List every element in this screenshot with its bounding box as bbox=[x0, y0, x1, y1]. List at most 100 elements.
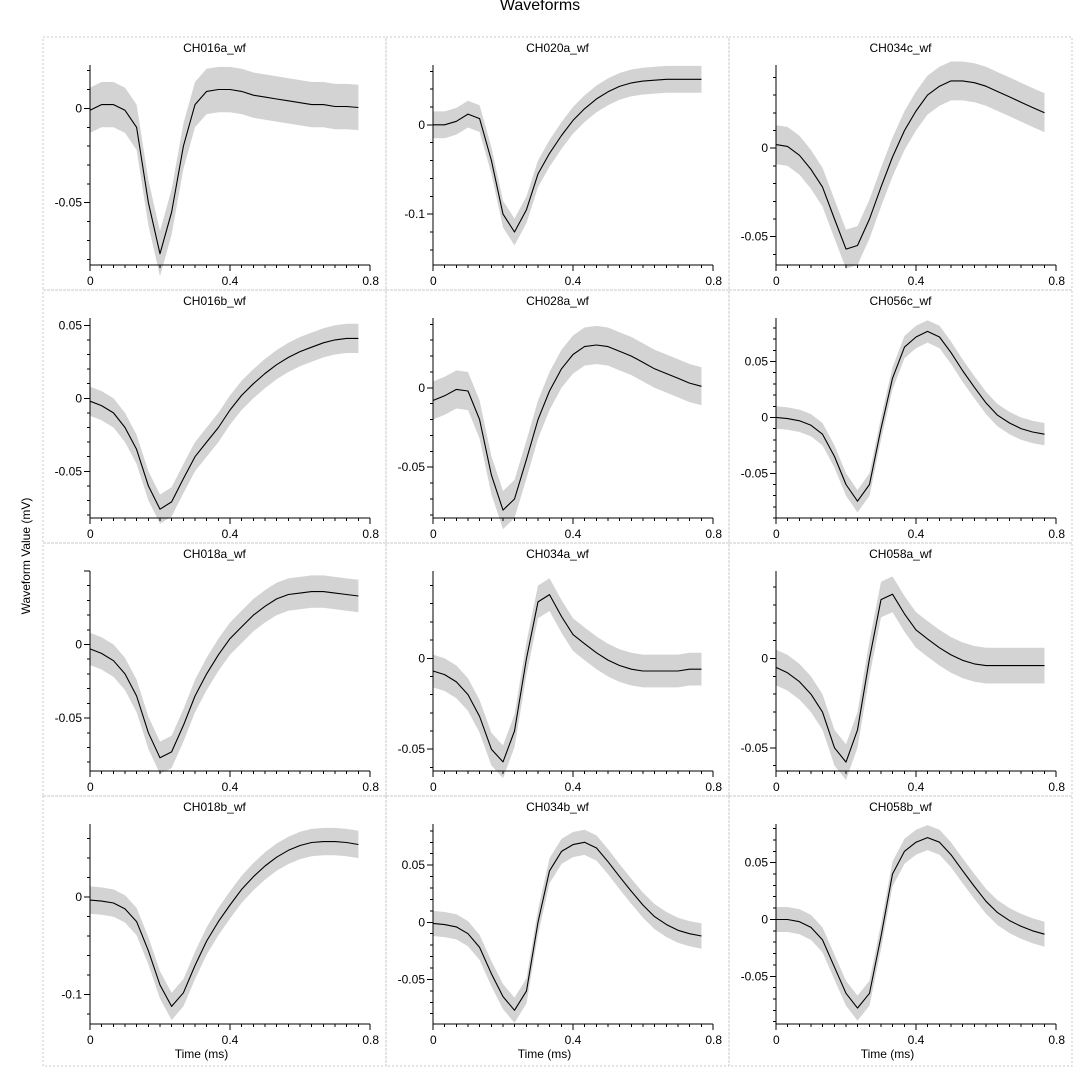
mean-waveform-line bbox=[775, 80, 1045, 250]
std-band bbox=[776, 576, 1045, 780]
y-tick-label: -0.05 bbox=[398, 742, 426, 756]
y-tick-label: -0.05 bbox=[741, 741, 769, 755]
x-tick-label: 0.4 bbox=[908, 780, 925, 794]
y-tick-label: 0 bbox=[75, 638, 82, 652]
panel-frame bbox=[728, 542, 1073, 797]
x-tick-label: 0.4 bbox=[908, 274, 925, 288]
x-tick-label: 0.4 bbox=[908, 1033, 925, 1047]
y-tick-label: 0 bbox=[418, 915, 425, 929]
x-tick-label: 0.8 bbox=[362, 780, 379, 794]
y-tick-label: 0 bbox=[761, 141, 768, 155]
x-tick-label: 0 bbox=[773, 1033, 780, 1047]
waveform-panel: CH058a_wf 0 0.4 0.8 0 -0.05 bbox=[728, 542, 1073, 797]
panel-frame bbox=[728, 289, 1073, 544]
x-tick-label: 0 bbox=[430, 780, 437, 794]
y-tick-label: 0 bbox=[75, 101, 82, 115]
panel-frame bbox=[385, 795, 730, 1067]
x-tick-label: 0.8 bbox=[1048, 780, 1065, 794]
mean-waveform-line bbox=[775, 593, 1045, 763]
x-tick-label: 0.8 bbox=[362, 1033, 379, 1047]
waveform-panel: CH018b_wf 0 0.4 0.8 0 -0.1 Time (ms) bbox=[42, 795, 387, 1067]
y-tick-label: 0.05 bbox=[59, 318, 83, 332]
mean-waveform-line bbox=[433, 78, 702, 233]
std-band bbox=[90, 323, 359, 524]
x-tick-label: 0.4 bbox=[565, 1033, 582, 1047]
waveform-panel: CH016a_wf 0 0.4 0.8 0 -0.05 bbox=[42, 36, 387, 291]
waveform-panel: CH034a_wf 0 0.4 0.8 0 -0.05 bbox=[385, 542, 730, 797]
x-axis-label: Time (ms) bbox=[518, 1047, 572, 1061]
std-band bbox=[433, 65, 702, 246]
std-band bbox=[433, 578, 702, 779]
x-tick-label: 0.4 bbox=[222, 527, 239, 541]
x-axis-label: Time (ms) bbox=[861, 1047, 915, 1061]
y-tick-label: 0 bbox=[761, 410, 768, 424]
x-tick-label: 0 bbox=[87, 1033, 94, 1047]
x-tick-label: 0.4 bbox=[222, 1033, 239, 1047]
x-tick-label: 0.8 bbox=[705, 780, 722, 794]
waveform-panel: CH028a_wf 0 0.4 0.8 0 -0.05 bbox=[385, 289, 730, 544]
mean-waveform-line bbox=[89, 337, 359, 510]
panel-title: CH018b_wf bbox=[183, 800, 246, 814]
x-tick-label: 0.4 bbox=[908, 527, 925, 541]
x-tick-label: 0 bbox=[87, 780, 94, 794]
mean-waveform-line bbox=[776, 837, 1045, 1009]
y-tick-label: -0.05 bbox=[741, 230, 769, 244]
x-tick-label: 0 bbox=[773, 780, 780, 794]
std-band bbox=[776, 825, 1045, 1021]
y-tick-label: 0.05 bbox=[402, 858, 426, 872]
std-band bbox=[776, 320, 1045, 513]
x-tick-label: 0.8 bbox=[705, 527, 722, 541]
panel-title: CH034c_wf bbox=[869, 41, 932, 55]
x-tick-label: 0.8 bbox=[1048, 1033, 1065, 1047]
panel-title: CH058a_wf bbox=[869, 547, 932, 561]
panel-frame bbox=[42, 795, 387, 1067]
figure-title: Waveforms bbox=[499, 0, 581, 14]
panel-title: CH016b_wf bbox=[183, 294, 246, 308]
y-tick-label: -0.05 bbox=[741, 466, 769, 480]
y-tick-label: 0 bbox=[761, 912, 768, 926]
panel-title: CH028a_wf bbox=[526, 294, 589, 308]
panel-title: CH058b_wf bbox=[869, 800, 932, 814]
waveform-panel: CH018a_wf 0 0.4 0.8 0 -0.05 bbox=[42, 542, 387, 797]
y-tick-label: -0.05 bbox=[398, 972, 426, 986]
x-tick-label: 0 bbox=[87, 274, 94, 288]
panel-title: CH034b_wf bbox=[526, 800, 589, 814]
x-tick-label: 0.8 bbox=[705, 274, 722, 288]
y-tick-label: -0.05 bbox=[741, 969, 769, 983]
x-tick-label: 0 bbox=[87, 527, 94, 541]
waveform-panel: CH020a_wf 0 0.4 0.8 0 -0.1 bbox=[385, 36, 730, 291]
y-tick-label: 0.05 bbox=[745, 355, 769, 369]
panel-title: CH056c_wf bbox=[869, 294, 932, 308]
panel-frame bbox=[728, 36, 1073, 291]
y-tick-label: -0.1 bbox=[404, 207, 425, 221]
mean-waveform-line bbox=[89, 88, 359, 255]
x-tick-label: 0.8 bbox=[362, 527, 379, 541]
x-tick-label: 0 bbox=[773, 527, 780, 541]
x-tick-label: 0.4 bbox=[222, 274, 239, 288]
y-tick-label: 0.05 bbox=[745, 856, 769, 870]
x-tick-label: 0 bbox=[773, 274, 780, 288]
y-tick-label: -0.05 bbox=[55, 464, 83, 478]
x-tick-label: 0.4 bbox=[565, 527, 582, 541]
y-tick-label: 0 bbox=[75, 890, 82, 904]
panel-title: CH020a_wf bbox=[526, 41, 589, 55]
std-band bbox=[433, 325, 702, 530]
y-tick-label: -0.1 bbox=[61, 988, 82, 1002]
y-tick-label: -0.05 bbox=[55, 711, 83, 725]
y-tick-label: 0 bbox=[761, 652, 768, 666]
x-tick-label: 0.8 bbox=[1048, 527, 1065, 541]
x-tick-label: 0 bbox=[430, 1033, 437, 1047]
x-tick-label: 0.4 bbox=[565, 780, 582, 794]
waveform-panel: CH056c_wf 0 0.4 0.8 0.05 0 -0.05 bbox=[728, 289, 1073, 544]
mean-waveform-line bbox=[432, 594, 702, 763]
x-tick-label: 0.4 bbox=[565, 274, 582, 288]
mean-waveform-line bbox=[775, 330, 1045, 502]
y-tick-label: 0 bbox=[75, 391, 82, 405]
y-tick-label: 0 bbox=[418, 381, 425, 395]
y-tick-label: -0.05 bbox=[55, 196, 83, 210]
y-tick-label: -0.05 bbox=[398, 460, 426, 474]
x-tick-label: 0.8 bbox=[1048, 274, 1065, 288]
mean-waveform-line bbox=[432, 344, 702, 511]
panel-title: CH018a_wf bbox=[183, 547, 246, 561]
waveform-panel: CH034c_wf 0 0.4 0.8 0 -0.05 bbox=[728, 36, 1073, 291]
